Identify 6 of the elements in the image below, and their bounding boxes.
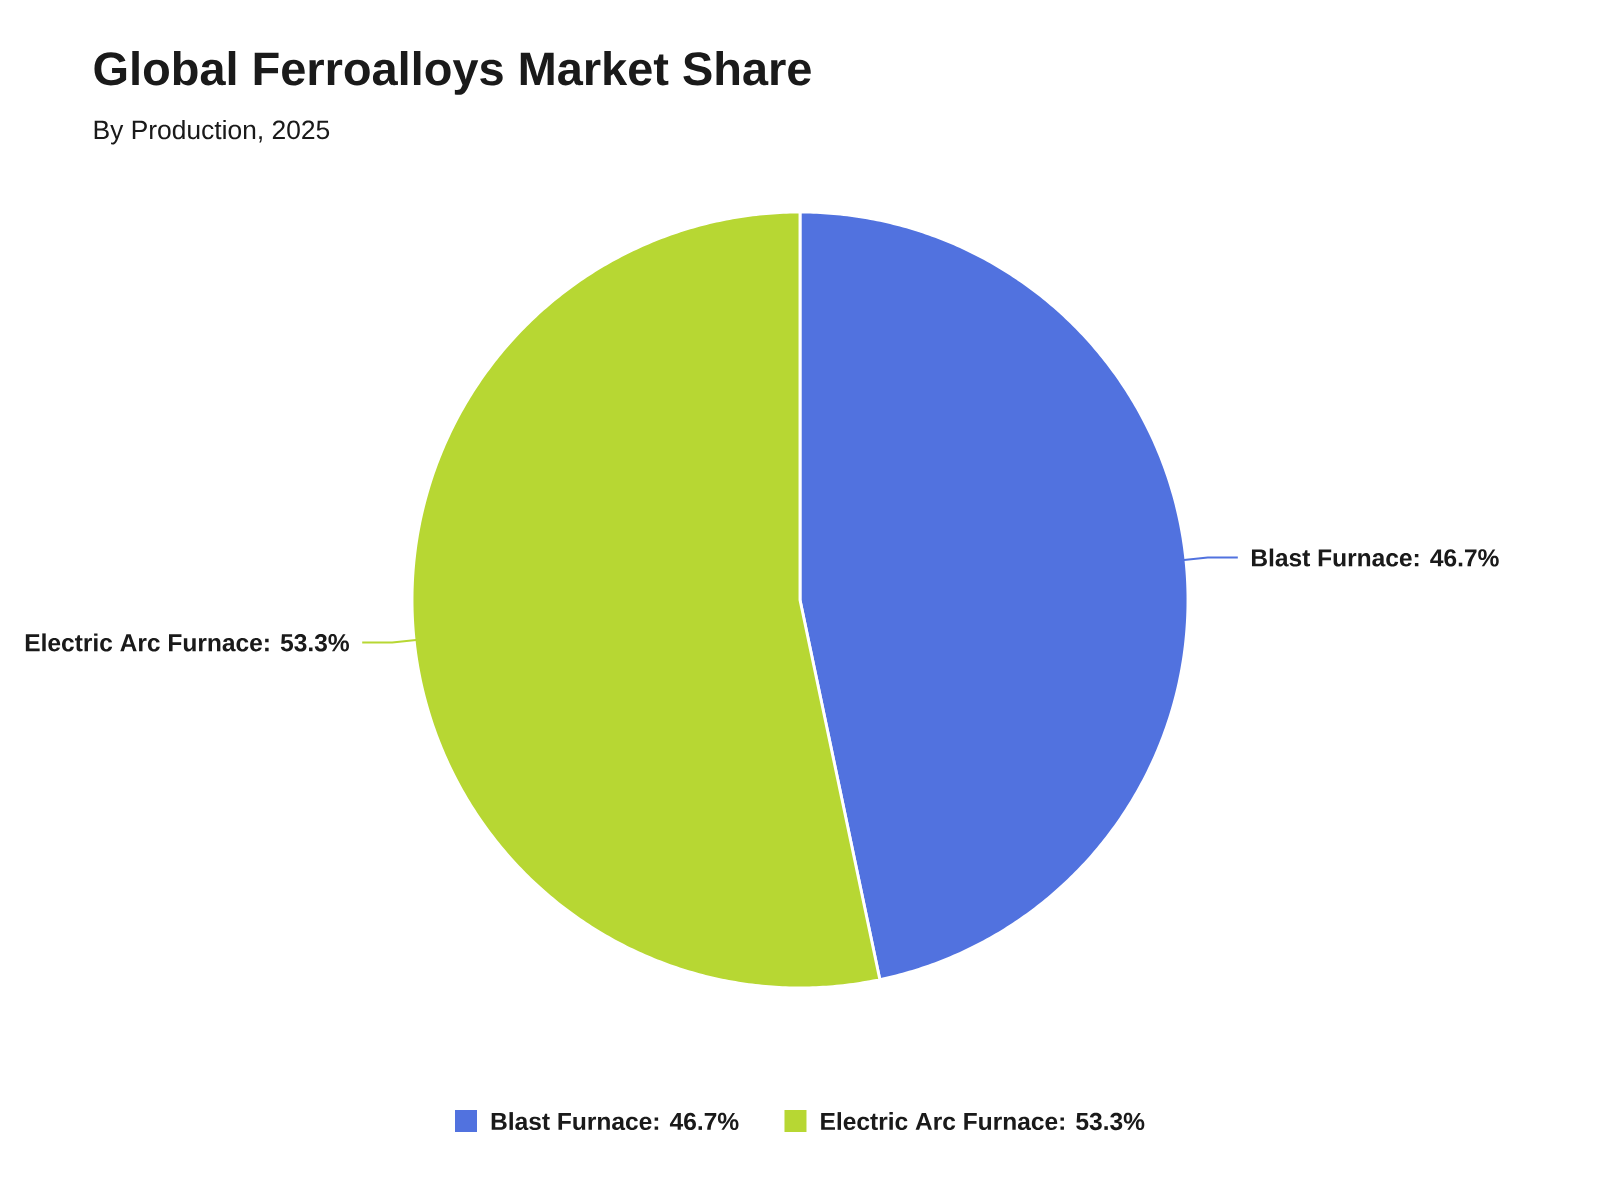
data-label: Blast Furnace: 46.7% <box>1251 548 1499 567</box>
chart-subtitle: By Production, 2025 <box>94 119 330 145</box>
legend-label: Blast Furnace: 46.7% <box>491 1112 739 1131</box>
chart-title: Global Ferroalloys Market Share <box>94 50 811 95</box>
data-label: Electric Arc Furnace: 53.3% <box>25 633 349 652</box>
legend-label: Electric Arc Furnace: 53.3% <box>821 1112 1145 1131</box>
